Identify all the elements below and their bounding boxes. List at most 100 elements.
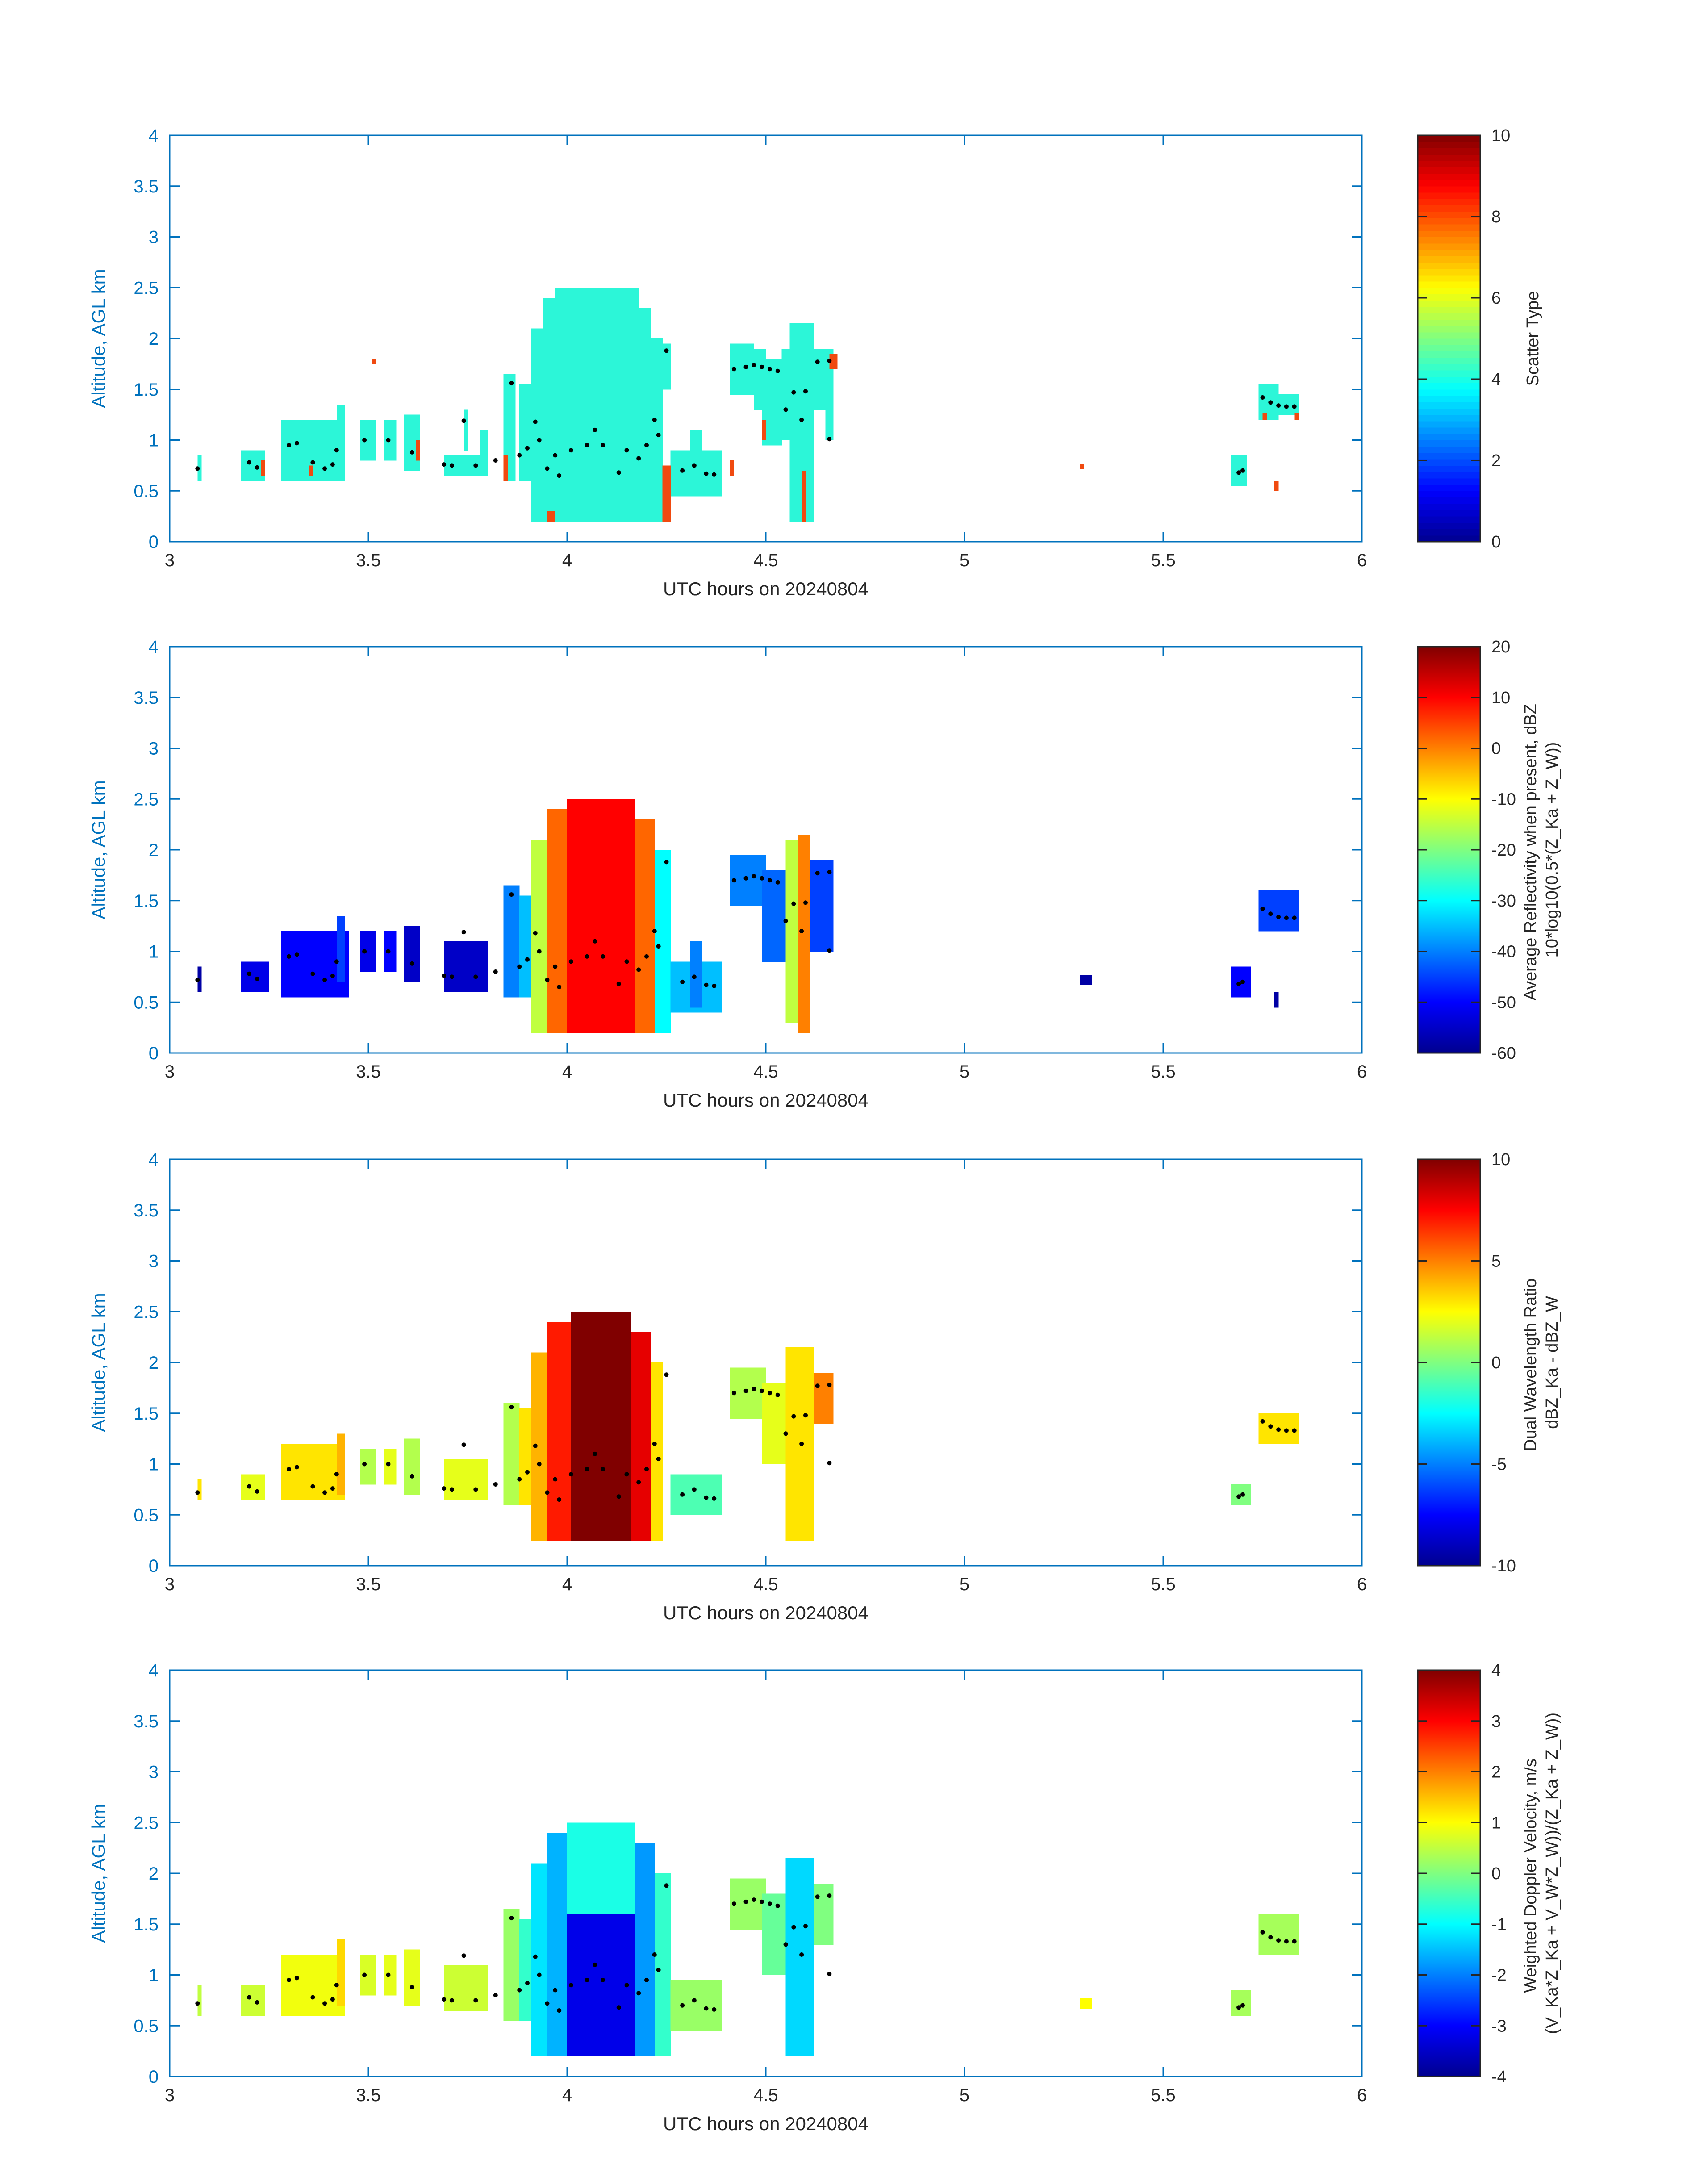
heatmap-cell [472,972,476,977]
heatmap-cell [809,516,814,522]
heatmap-cell [678,481,683,486]
heatmap-cell [543,865,547,871]
heatmap-cell [329,956,333,962]
heatmap-cell [639,491,643,497]
heatmap-cell [639,369,643,375]
heatmap-cell [360,966,365,972]
heatmap-cell [769,384,774,390]
heatmap-cell [607,440,611,446]
heatmap-cell [802,470,806,476]
heatmap-cell [408,425,413,430]
heatmap-cell [579,870,583,876]
heatmap-cell [249,470,254,476]
heatmap-cell [575,440,580,446]
heatmap-cell [559,389,564,395]
heatmap-cell [591,906,595,911]
heatmap-cell [321,425,325,430]
heatmap-cell [777,435,782,441]
heatmap-cell [511,425,516,430]
heatmap-cell [340,992,345,998]
heatmap-cell [622,936,627,942]
heatmap-cell [591,328,595,334]
heatmap-cell [587,931,591,936]
heatmap-cell [635,343,639,349]
heatmap-cell [793,399,798,405]
heatmap-cell [555,834,560,840]
heatmap-cell [714,465,718,471]
heatmap-cell [571,966,576,972]
heatmap-cell [1231,455,1235,461]
heatmap-cell [603,900,607,906]
heatmap-cell [571,987,576,993]
heatmap-cell [281,420,285,425]
heatmap-cell [618,819,623,825]
heatmap-cell [535,506,540,512]
heatmap-cell [567,906,572,911]
heatmap-cell [329,972,333,977]
heatmap-cell [789,501,794,506]
heatmap-cell [511,394,516,400]
heatmap-cell [364,425,369,430]
heatmap-cell [571,931,576,936]
heatmap-cell [603,1017,607,1023]
heatmap-cell [313,455,317,461]
heatmap-cell [614,292,619,298]
heatmap-cell [507,455,512,461]
heatmap-cell [635,870,639,876]
heatmap-cell [296,425,301,430]
heatmap-cell [825,399,830,405]
heatmap-cell [631,850,635,855]
heatmap-cell [603,946,607,952]
heatmap-cell [591,308,595,313]
heatmap-cell [476,987,480,993]
heatmap-cell [292,966,297,972]
heatmap-cell [635,481,639,486]
heatmap-cell [603,460,607,466]
heatmap-cell [535,972,540,977]
heatmap-cell [555,890,560,896]
heatmap-cell [603,409,607,415]
heatmap-cell [579,476,583,481]
heatmap-cell [547,379,551,384]
heatmap-cell [631,926,635,932]
heatmap-cell [555,481,560,486]
heatmap-cell [622,870,627,876]
heatmap-cell [567,470,572,476]
heatmap-cell [476,460,480,466]
heatmap-cell [777,404,782,410]
heatmap-cell [583,972,587,977]
heatmap-cell [555,404,560,410]
heatmap-cell [618,860,623,865]
heatmap-cell [802,440,806,446]
heatmap-cell [809,379,814,384]
heatmap-cell [571,323,576,329]
heatmap-cell [547,414,551,420]
heatmap-cell [325,987,329,993]
heatmap-cell [583,496,587,501]
heatmap-cell [332,465,337,471]
heatmap-cell [738,343,742,349]
heatmap-cell [579,470,583,476]
heatmap-cell [539,511,543,517]
heatmap-cell [551,303,555,309]
heatmap-cell [484,966,488,972]
heatmap-cell [595,824,599,830]
heatmap-cell [829,409,834,415]
heatmap-cell [595,977,599,982]
heatmap-cell [785,354,790,359]
heatmap-cell [336,409,341,415]
heatmap-cell [543,496,547,501]
heatmap-cell [658,343,663,349]
heatmap-cell [610,809,615,815]
heatmap-cell [336,936,341,942]
colorbar-band [1418,173,1480,180]
heatmap-cell [766,394,770,400]
heatmap-cell [806,359,810,364]
heatmap-cell [575,501,580,506]
heatmap-cell [742,379,746,384]
colorbar-label-line-1: Scatter Type [1524,291,1542,386]
heatmap-cell [587,941,591,947]
heatmap-cell [535,850,540,855]
heatmap-cell [539,860,543,865]
heatmap-cell [551,308,555,313]
